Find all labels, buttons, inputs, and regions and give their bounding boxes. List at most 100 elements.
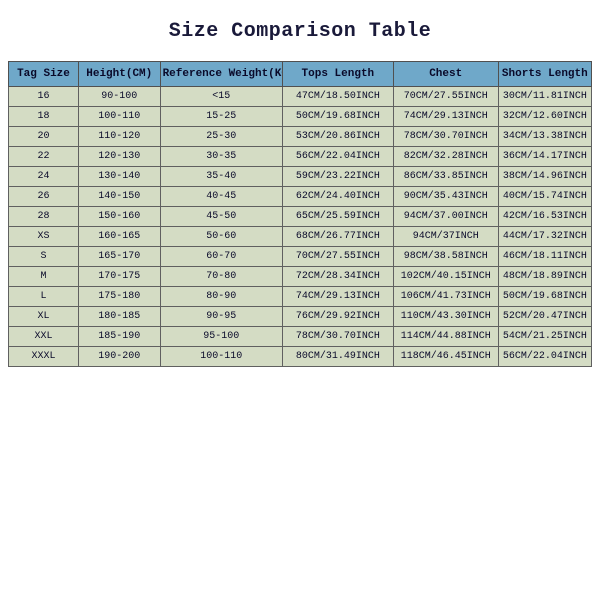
- table-cell: 150-160: [78, 207, 160, 227]
- header-weight: Reference Weight(KG): [160, 62, 282, 87]
- table-row: 22120-13030-3556CM/22.04INCH82CM/32.28IN…: [9, 147, 592, 167]
- table-cell: 26: [9, 187, 79, 207]
- table-cell: 95-100: [160, 327, 282, 347]
- table-cell: 45-50: [160, 207, 282, 227]
- table-cell: 90-100: [78, 87, 160, 107]
- table-cell: 60-70: [160, 247, 282, 267]
- table-cell: 22: [9, 147, 79, 167]
- table-cell: M: [9, 267, 79, 287]
- table-cell: 170-175: [78, 267, 160, 287]
- table-cell: 165-170: [78, 247, 160, 267]
- table-cell: 62CM/24.40INCH: [282, 187, 393, 207]
- table-cell: 38CM/14.96INCH: [498, 167, 591, 187]
- table-cell: 59CM/23.22INCH: [282, 167, 393, 187]
- table-cell: 130-140: [78, 167, 160, 187]
- page-container: Size Comparison Table Tag Size Height(CM…: [0, 0, 600, 600]
- table-cell: 30CM/11.81INCH: [498, 87, 591, 107]
- table-cell: 36CM/14.17INCH: [498, 147, 591, 167]
- table-head: Tag Size Height(CM) Reference Weight(KG)…: [9, 62, 592, 87]
- table-cell: 15-25: [160, 107, 282, 127]
- table-row: XL180-18590-9576CM/29.92INCH110CM/43.30I…: [9, 307, 592, 327]
- table-cell: 56CM/22.04INCH: [498, 347, 591, 367]
- header-height: Height(CM): [78, 62, 160, 87]
- table-cell: 25-30: [160, 127, 282, 147]
- table-cell: 47CM/18.50INCH: [282, 87, 393, 107]
- header-shorts-length: Shorts Length: [498, 62, 591, 87]
- table-cell: 50-60: [160, 227, 282, 247]
- table-cell: 53CM/20.86INCH: [282, 127, 393, 147]
- table-cell: 68CM/26.77INCH: [282, 227, 393, 247]
- table-cell: 24: [9, 167, 79, 187]
- table-cell: 180-185: [78, 307, 160, 327]
- table-cell: 65CM/25.59INCH: [282, 207, 393, 227]
- table-cell: 40CM/15.74INCH: [498, 187, 591, 207]
- table-cell: 106CM/41.73INCH: [393, 287, 498, 307]
- table-row: 24130-14035-4059CM/23.22INCH86CM/33.85IN…: [9, 167, 592, 187]
- table-cell: 70-80: [160, 267, 282, 287]
- table-cell: 18: [9, 107, 79, 127]
- table-cell: 40-45: [160, 187, 282, 207]
- table-row: L175-18080-9074CM/29.13INCH106CM/41.73IN…: [9, 287, 592, 307]
- table-cell: 102CM/40.15INCH: [393, 267, 498, 287]
- size-table: Tag Size Height(CM) Reference Weight(KG)…: [8, 61, 592, 367]
- table-cell: 32CM/12.60INCH: [498, 107, 591, 127]
- table-cell: 48CM/18.89INCH: [498, 267, 591, 287]
- table-cell: 76CM/29.92INCH: [282, 307, 393, 327]
- table-cell: 114CM/44.88INCH: [393, 327, 498, 347]
- table-row: XXXL190-200100-11080CM/31.49INCH118CM/46…: [9, 347, 592, 367]
- table-cell: 20: [9, 127, 79, 147]
- table-cell: 70CM/27.55INCH: [282, 247, 393, 267]
- table-cell: L: [9, 287, 79, 307]
- table-row: XXL185-19095-10078CM/30.70INCH114CM/44.8…: [9, 327, 592, 347]
- table-cell: XXXL: [9, 347, 79, 367]
- table-cell: 110-120: [78, 127, 160, 147]
- table-cell: 80CM/31.49INCH: [282, 347, 393, 367]
- table-row: XS160-16550-6068CM/26.77INCH94CM/37INCH4…: [9, 227, 592, 247]
- table-body: 1690-100<1547CM/18.50INCH70CM/27.55INCH3…: [9, 87, 592, 367]
- table-cell: 140-150: [78, 187, 160, 207]
- table-row: 1690-100<1547CM/18.50INCH70CM/27.55INCH3…: [9, 87, 592, 107]
- table-cell: 56CM/22.04INCH: [282, 147, 393, 167]
- table-row: 18100-11015-2550CM/19.68INCH74CM/29.13IN…: [9, 107, 592, 127]
- table-cell: 160-165: [78, 227, 160, 247]
- table-cell: 90CM/35.43INCH: [393, 187, 498, 207]
- table-cell: 50CM/19.68INCH: [498, 287, 591, 307]
- table-cell: 190-200: [78, 347, 160, 367]
- table-row: 28150-16045-5065CM/25.59INCH94CM/37.00IN…: [9, 207, 592, 227]
- table-row: S165-17060-7070CM/27.55INCH98CM/38.58INC…: [9, 247, 592, 267]
- table-cell: 70CM/27.55INCH: [393, 87, 498, 107]
- table-cell: 30-35: [160, 147, 282, 167]
- table-cell: XS: [9, 227, 79, 247]
- table-cell: 94CM/37.00INCH: [393, 207, 498, 227]
- table-cell: 98CM/38.58INCH: [393, 247, 498, 267]
- table-row: 26140-15040-4562CM/24.40INCH90CM/35.43IN…: [9, 187, 592, 207]
- table-cell: 120-130: [78, 147, 160, 167]
- page-title: Size Comparison Table: [8, 20, 592, 43]
- table-cell: 78CM/30.70INCH: [393, 127, 498, 147]
- table-cell: 44CM/17.32INCH: [498, 227, 591, 247]
- table-cell: 94CM/37INCH: [393, 227, 498, 247]
- table-cell: 90-95: [160, 307, 282, 327]
- table-cell: 100-110: [160, 347, 282, 367]
- table-cell: 118CM/46.45INCH: [393, 347, 498, 367]
- table-cell: 35-40: [160, 167, 282, 187]
- table-cell: 54CM/21.25INCH: [498, 327, 591, 347]
- header-row: Tag Size Height(CM) Reference Weight(KG)…: [9, 62, 592, 87]
- header-tag-size: Tag Size: [9, 62, 79, 87]
- table-cell: S: [9, 247, 79, 267]
- table-cell: 100-110: [78, 107, 160, 127]
- table-cell: 110CM/43.30INCH: [393, 307, 498, 327]
- table-cell: 46CM/18.11INCH: [498, 247, 591, 267]
- table-cell: 52CM/20.47INCH: [498, 307, 591, 327]
- table-cell: <15: [160, 87, 282, 107]
- table-cell: 175-180: [78, 287, 160, 307]
- table-cell: 82CM/32.28INCH: [393, 147, 498, 167]
- table-cell: 78CM/30.70INCH: [282, 327, 393, 347]
- table-cell: 28: [9, 207, 79, 227]
- table-cell: 34CM/13.38INCH: [498, 127, 591, 147]
- table-cell: 185-190: [78, 327, 160, 347]
- header-chest: Chest: [393, 62, 498, 87]
- table-cell: 72CM/28.34INCH: [282, 267, 393, 287]
- table-row: 20110-12025-3053CM/20.86INCH78CM/30.70IN…: [9, 127, 592, 147]
- table-cell: XL: [9, 307, 79, 327]
